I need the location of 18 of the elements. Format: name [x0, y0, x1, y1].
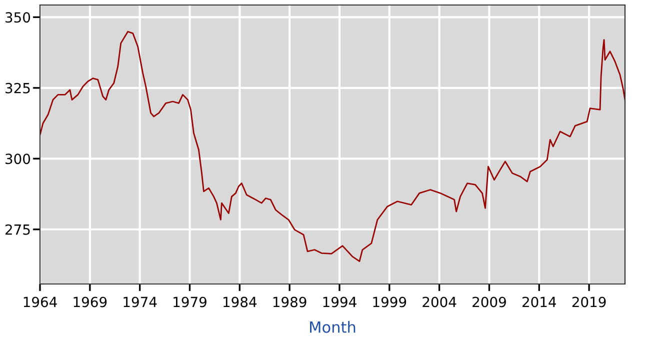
x-tick-label: 2004 — [422, 296, 456, 308]
x-tick-label: 1964 — [24, 296, 57, 308]
y-tick-label: 350 — [6, 12, 30, 23]
x-tick-label: 2019 — [572, 296, 606, 308]
y-tick-label: 300 — [6, 154, 30, 164]
x-tick-label: 1979 — [174, 296, 206, 308]
y-tick-label: 275 — [5, 224, 30, 235]
x-tick-label: 2009 — [472, 296, 506, 308]
x-tick-label: 1984 — [224, 296, 257, 308]
x-tick-label: 1969 — [74, 296, 107, 308]
y-tick-label: 325 — [6, 82, 30, 94]
x-tick-label: 1974 — [124, 296, 157, 308]
line-series — [40, 30, 625, 262]
x-tick-label: 1999 — [373, 296, 406, 308]
x-tick-label: 1994 — [323, 296, 356, 308]
x-axis-title: Month — [310, 321, 356, 333]
x-tick-label: 1989 — [273, 296, 306, 308]
x-tick-label: 2014 — [522, 296, 556, 308]
